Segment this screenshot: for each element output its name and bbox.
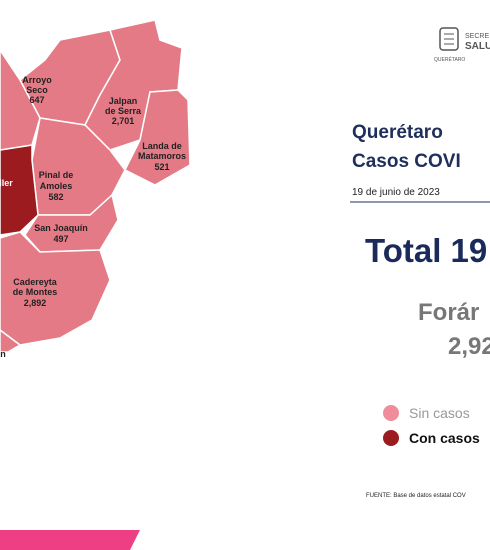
region-name: Arroyo xyxy=(22,75,52,85)
region-name: n xyxy=(0,349,6,359)
region-name: Pinal de xyxy=(39,170,74,180)
region-cases: 2,892 xyxy=(24,298,47,308)
logo-emblem xyxy=(439,27,459,51)
region-landa xyxy=(123,89,191,186)
foreign-value: 2,92 xyxy=(448,333,490,360)
logo-text: SALU xyxy=(465,41,490,52)
foreign-label: Forár xyxy=(418,299,479,326)
region-cases: 521 xyxy=(154,162,169,172)
region-edge-top xyxy=(0,48,41,151)
region-name: Seco xyxy=(26,85,48,95)
region-cases: 2,701 xyxy=(112,116,135,126)
total: Total 19 xyxy=(365,232,487,269)
title: Casos COVI xyxy=(352,151,461,172)
region-cases: 497 xyxy=(53,234,68,244)
region-name: San Joaquín xyxy=(34,223,88,233)
legend-label: Sin casos xyxy=(409,405,470,421)
region-name: Landa de xyxy=(142,141,182,151)
decor-bar xyxy=(0,530,140,550)
region-penamiller xyxy=(0,144,39,236)
map-labels: Arroyo Seco 647 Jalpan de Serra 2,701 La… xyxy=(0,75,186,359)
region-name: Jalpan xyxy=(109,96,138,106)
legend-label: Con casos xyxy=(409,430,480,446)
legend-swatch xyxy=(383,430,399,446)
logo-text: SECRE xyxy=(465,33,489,40)
region-name: de Serra xyxy=(105,106,142,116)
map xyxy=(0,19,191,353)
region-name: de Montes xyxy=(13,287,58,297)
region-san-joaquin xyxy=(24,193,119,253)
logo: SECRE SALU QUERÉTARO xyxy=(434,27,490,63)
region-cases: 647 xyxy=(29,95,44,105)
title: Querétaro xyxy=(352,122,443,143)
region-name: ller xyxy=(0,178,13,188)
legend-swatch xyxy=(383,405,399,421)
region-edge xyxy=(0,329,22,353)
date: 19 de junio de 2023 xyxy=(352,187,440,198)
logo-text: QUERÉTARO xyxy=(434,56,465,63)
region-name: Cadereyta xyxy=(13,277,58,287)
source: FUENTE: Base de datos estatal COV xyxy=(366,493,466,499)
region-cases: 582 xyxy=(48,192,63,202)
region-name: Matamoros xyxy=(138,151,186,161)
logo-emblem-lines xyxy=(444,33,454,45)
region-name: Amoles xyxy=(40,181,73,191)
